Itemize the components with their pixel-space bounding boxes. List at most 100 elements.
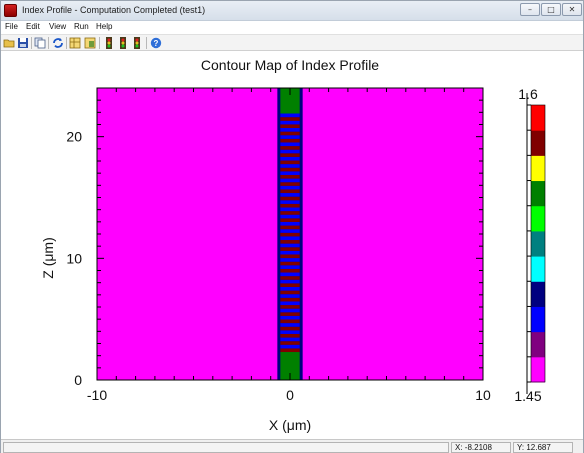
grating-stripe xyxy=(280,247,300,251)
grating-stripe xyxy=(280,276,300,280)
grating-stripe xyxy=(280,323,300,327)
grating-stripe xyxy=(280,229,300,233)
grating-stripe xyxy=(280,178,300,183)
menu-help[interactable]: Help xyxy=(96,22,113,31)
grating-stripe xyxy=(280,326,300,331)
grating-stripe xyxy=(280,341,300,345)
grating-stripe xyxy=(280,319,300,324)
grating-stripe xyxy=(280,128,300,132)
menu-file[interactable]: File xyxy=(5,22,18,31)
grating-stripe xyxy=(280,225,300,230)
grating-stripe xyxy=(280,337,300,342)
colorbar-swatch xyxy=(531,205,545,232)
svg-text:?: ? xyxy=(154,39,159,48)
colorbar-swatch xyxy=(531,105,545,131)
y-axis-label: Z (μm) xyxy=(40,237,56,279)
toolbar-separator xyxy=(99,37,100,49)
status-message xyxy=(3,442,449,453)
grating-stripe xyxy=(280,286,300,291)
menu-run[interactable]: Run xyxy=(74,22,89,31)
colorbar-swatch xyxy=(531,256,545,282)
grating-stripe xyxy=(280,203,300,208)
grating-stripe xyxy=(280,265,300,269)
grating-stripe xyxy=(280,182,300,186)
grating-stripe xyxy=(280,290,300,295)
grating-stripe xyxy=(280,193,300,197)
layout-grid-icon[interactable] xyxy=(69,37,81,49)
grating-stripe xyxy=(280,305,300,309)
colorbar-swatch xyxy=(531,306,545,333)
traffic-light-icon-2[interactable] xyxy=(117,37,129,49)
refresh-icon[interactable] xyxy=(52,37,64,49)
grating-stripe xyxy=(280,283,300,287)
grating-stripe xyxy=(280,207,300,212)
title-bar[interactable]: Index Profile - Computation Completed (t… xyxy=(1,1,583,21)
toolbar-separator xyxy=(48,37,49,49)
restore-button[interactable]: □ xyxy=(541,3,561,16)
traffic-light-icon-3[interactable] xyxy=(131,37,143,49)
grating-stripe xyxy=(280,153,300,157)
grating-stripe xyxy=(280,297,300,302)
toolbar-separator xyxy=(146,37,147,49)
open-folder-icon[interactable] xyxy=(3,37,15,49)
colorbar-swatch xyxy=(531,356,545,383)
grating-stripe xyxy=(280,211,300,215)
grating-stripe xyxy=(280,243,300,248)
colorbar-swatch xyxy=(531,331,545,358)
copy-icon[interactable] xyxy=(34,37,46,49)
grating-stripe xyxy=(280,135,300,139)
colorbar-swatch xyxy=(531,130,545,156)
colorbar-max-label: 1.6 xyxy=(518,86,538,102)
grating-stripe xyxy=(280,174,300,179)
traffic-light-icon-1[interactable] xyxy=(103,37,115,49)
grating-stripe xyxy=(280,196,300,201)
grating-stripe xyxy=(280,149,300,154)
save-icon[interactable] xyxy=(17,37,29,49)
grating-stripe xyxy=(280,124,300,129)
grating-stripe xyxy=(280,268,300,273)
waveguide-top-section xyxy=(280,88,300,114)
grating-stripe xyxy=(280,254,300,259)
grating-stripe xyxy=(280,236,300,241)
y-tick-label: 10 xyxy=(66,250,82,266)
colorbar-swatch xyxy=(531,281,545,307)
grating-stripe xyxy=(280,250,300,255)
x-tick-label: 0 xyxy=(286,387,294,403)
colorbar-frame xyxy=(530,104,546,383)
close-button[interactable]: ✕ xyxy=(562,3,582,16)
menu-view[interactable]: View xyxy=(49,22,67,31)
grating-stripe xyxy=(280,113,300,118)
grating-stripe xyxy=(280,156,300,161)
grating-stripe xyxy=(280,120,300,125)
minimize-button[interactable]: – xyxy=(520,3,540,16)
grating-stripe xyxy=(280,279,300,284)
x-tick-label: 10 xyxy=(475,387,491,403)
toolbar-separator xyxy=(31,37,32,49)
x-tick-label: -10 xyxy=(87,387,107,403)
grating-stripe xyxy=(280,218,300,222)
contour-chart[interactable]: Contour Map of Index Profile X (μm) Z (μ… xyxy=(1,52,583,439)
waveguide-bottom-section xyxy=(280,352,300,380)
grating-stripe xyxy=(280,142,300,147)
toolbar-separator xyxy=(66,37,67,49)
menu-edit[interactable]: Edit xyxy=(26,22,40,31)
grating-stripe xyxy=(280,189,300,194)
grating-stripe xyxy=(280,160,300,165)
layout-alt-icon[interactable] xyxy=(84,37,96,49)
grating-stripe xyxy=(280,261,300,266)
window-title: Index Profile - Computation Completed (t… xyxy=(22,5,206,15)
grating-stripe xyxy=(280,312,300,316)
grating-stripe xyxy=(280,330,300,334)
grating-stripe xyxy=(280,232,300,237)
grating-stripe xyxy=(280,308,300,313)
grating-stripe xyxy=(280,348,300,353)
grating-stripe xyxy=(280,344,300,349)
colorbar-swatch xyxy=(531,180,545,207)
grating-stripe xyxy=(280,117,300,121)
plot-area[interactable]: Contour Map of Index Profile X (μm) Z (μ… xyxy=(1,52,583,439)
grating-stripe xyxy=(280,221,300,226)
chart-title: Contour Map of Index Profile xyxy=(201,57,379,73)
help-icon[interactable]: ? xyxy=(150,37,162,49)
grating-stripe xyxy=(280,138,300,143)
